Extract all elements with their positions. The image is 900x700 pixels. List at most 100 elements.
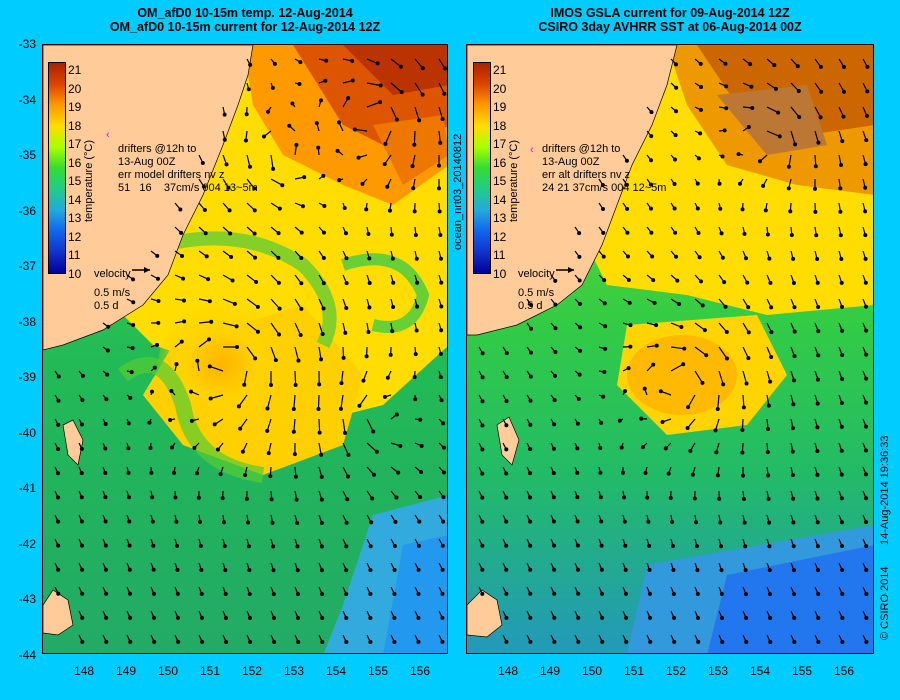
current-vector	[838, 586, 845, 597]
current-vector	[790, 346, 797, 359]
current-vector	[290, 101, 296, 108]
y-tick-label: -42	[18, 536, 36, 551]
current-vector	[294, 58, 303, 65]
left-map-panel	[42, 44, 448, 654]
current-vector	[54, 442, 61, 452]
current-vector	[574, 346, 583, 353]
current-vector	[670, 322, 684, 330]
current-vector	[526, 562, 533, 572]
current-vector	[862, 370, 869, 381]
current-vector	[478, 442, 485, 452]
current-vector	[342, 442, 351, 458]
current-vector	[222, 226, 233, 236]
current-vector	[838, 634, 845, 644]
current-vector	[862, 490, 869, 501]
current-vector	[438, 490, 446, 500]
current-vector	[318, 298, 326, 311]
current-vector	[718, 586, 724, 597]
current-vector	[390, 106, 399, 122]
current-vector	[342, 96, 351, 108]
current-vector	[78, 394, 85, 403]
current-vector	[221, 514, 226, 525]
current-vector	[174, 514, 179, 524]
right-velocity-label: velocity	[518, 268, 555, 280]
current-vector	[550, 610, 557, 620]
current-vector	[622, 562, 628, 572]
current-vector	[268, 370, 273, 387]
current-vector	[174, 226, 184, 235]
current-vector	[342, 538, 349, 549]
current-vector	[126, 634, 133, 644]
current-vector	[789, 226, 794, 238]
right-velocity-speed: 0.5 m/s	[518, 287, 555, 299]
current-vector	[598, 634, 605, 644]
current-vector	[598, 178, 605, 188]
current-vector	[294, 514, 300, 525]
current-vector	[198, 319, 214, 324]
current-vector	[574, 610, 581, 620]
current-vector	[502, 538, 509, 548]
current-vector	[412, 130, 417, 147]
left-title: OM_afD0 10-15m temp. 12-Aug-2014 OM_afD0…	[35, 6, 455, 34]
left-velocity-key: velocity 0.5 m/s 0.5 d	[94, 255, 131, 326]
current-vector	[718, 322, 729, 335]
current-vector	[766, 610, 773, 621]
current-vector	[102, 514, 108, 524]
current-vector	[715, 394, 720, 411]
current-vector	[814, 346, 821, 358]
current-vector	[294, 610, 301, 621]
current-vector	[574, 418, 580, 426]
current-vector	[670, 514, 675, 525]
current-vector	[765, 442, 770, 455]
current-vector	[438, 274, 444, 285]
current-vector	[222, 274, 235, 283]
current-vector	[598, 346, 608, 351]
current-vector	[414, 586, 421, 596]
current-vector	[574, 634, 581, 644]
current-vector	[620, 466, 625, 475]
current-vector	[574, 250, 582, 259]
current-vector	[294, 202, 305, 209]
current-vector	[694, 322, 707, 333]
current-vector	[413, 346, 418, 357]
current-vector	[646, 322, 659, 328]
current-vector	[738, 178, 744, 186]
current-vector	[838, 178, 843, 191]
current-vector	[222, 322, 239, 329]
current-vector	[502, 370, 509, 380]
current-vector	[126, 610, 133, 620]
current-vector	[814, 394, 820, 406]
current-vector	[385, 370, 392, 380]
current-vector	[814, 418, 820, 430]
current-vector	[694, 538, 699, 549]
current-vector	[414, 466, 424, 475]
current-vector	[668, 490, 673, 500]
current-vector	[150, 365, 157, 372]
current-vector	[246, 250, 257, 260]
current-vector	[342, 78, 355, 84]
current-vector	[366, 418, 376, 434]
current-vector	[240, 442, 248, 454]
y-tick-label: -36	[18, 203, 36, 218]
current-vector	[715, 466, 720, 478]
current-vector	[574, 394, 581, 401]
current-vector	[102, 322, 111, 329]
current-vector	[126, 370, 134, 375]
current-vector	[862, 466, 869, 477]
current-vector	[550, 322, 558, 331]
current-vector	[502, 610, 509, 620]
current-vector	[126, 322, 136, 328]
current-vector	[812, 178, 817, 191]
x-tick-label: 155	[367, 664, 389, 678]
current-vector	[838, 58, 847, 69]
current-vector	[150, 610, 157, 620]
current-vector	[790, 82, 801, 94]
colorbar-tick: 13	[493, 211, 507, 225]
current-vector	[814, 322, 821, 334]
current-vector	[766, 106, 781, 115]
current-vector	[318, 442, 324, 457]
right-velocity-time: 0.5 d	[518, 300, 543, 312]
current-vector	[622, 538, 628, 548]
right-drifters-note: drifters @12h to 13-Aug 00Z err alt drifte…	[542, 130, 666, 208]
current-vector	[265, 418, 272, 433]
